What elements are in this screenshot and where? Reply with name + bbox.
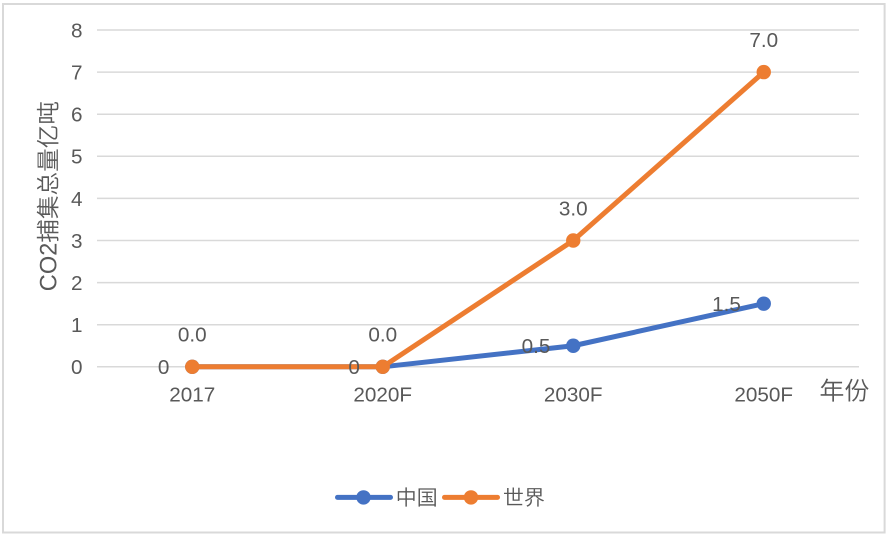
svg-text:2: 2 <box>71 272 83 295</box>
svg-text:2020F: 2020F <box>353 384 412 407</box>
svg-text:4: 4 <box>71 188 83 211</box>
svg-text:2050F: 2050F <box>734 384 793 407</box>
svg-text:CO2: CO2 <box>37 243 63 292</box>
svg-text:2017: 2017 <box>169 384 215 407</box>
svg-text:5: 5 <box>71 146 83 169</box>
svg-text:1: 1 <box>71 314 83 337</box>
svg-text:1.5: 1.5 <box>712 293 741 316</box>
svg-text:3: 3 <box>71 230 83 253</box>
svg-text:6: 6 <box>71 104 83 127</box>
svg-text:0.0: 0.0 <box>368 324 397 347</box>
svg-text:0: 0 <box>158 356 170 379</box>
svg-text:2030F: 2030F <box>544 384 603 407</box>
svg-text:0: 0 <box>348 356 360 379</box>
svg-text:0: 0 <box>71 356 83 379</box>
svg-text:7.0: 7.0 <box>749 29 778 52</box>
svg-text:0.0: 0.0 <box>178 324 207 347</box>
svg-text:3.0: 3.0 <box>559 197 588 220</box>
svg-text:7: 7 <box>71 62 83 85</box>
svg-text:0.5: 0.5 <box>522 335 551 358</box>
svg-text:8: 8 <box>71 19 83 42</box>
